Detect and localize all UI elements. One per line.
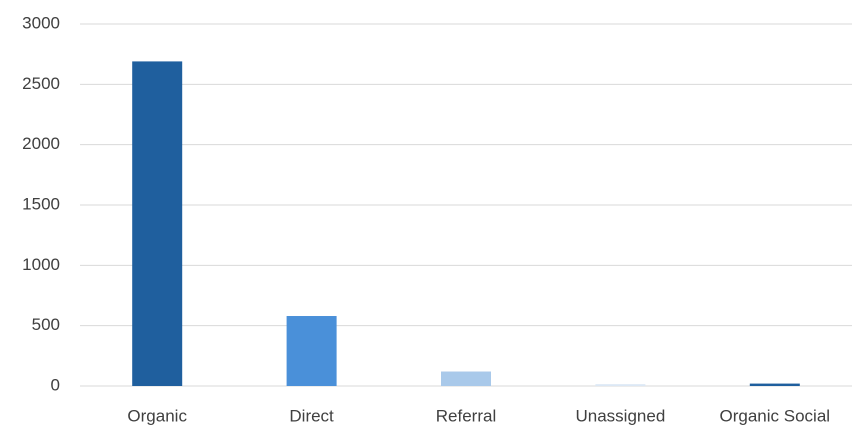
y-tick-label: 0 [51, 375, 60, 394]
bar [749, 383, 800, 386]
x-tick-label: Referral [436, 406, 496, 425]
y-tick-label: 1000 [22, 255, 60, 274]
y-tick-label: 2500 [22, 74, 60, 93]
y-tick-label: 2000 [22, 134, 60, 153]
y-tick-label: 1500 [22, 194, 60, 213]
y-tick-label: 500 [32, 315, 60, 334]
x-tick-label: Organic Social [720, 406, 831, 425]
x-tick-label: Direct [289, 406, 334, 425]
x-tick-label: Organic [127, 406, 187, 425]
y-tick-label: 3000 [22, 13, 60, 32]
bar [286, 316, 337, 386]
x-tick-label: Unassigned [576, 406, 666, 425]
bar [595, 384, 646, 386]
bar [132, 61, 183, 386]
bar [441, 371, 491, 386]
